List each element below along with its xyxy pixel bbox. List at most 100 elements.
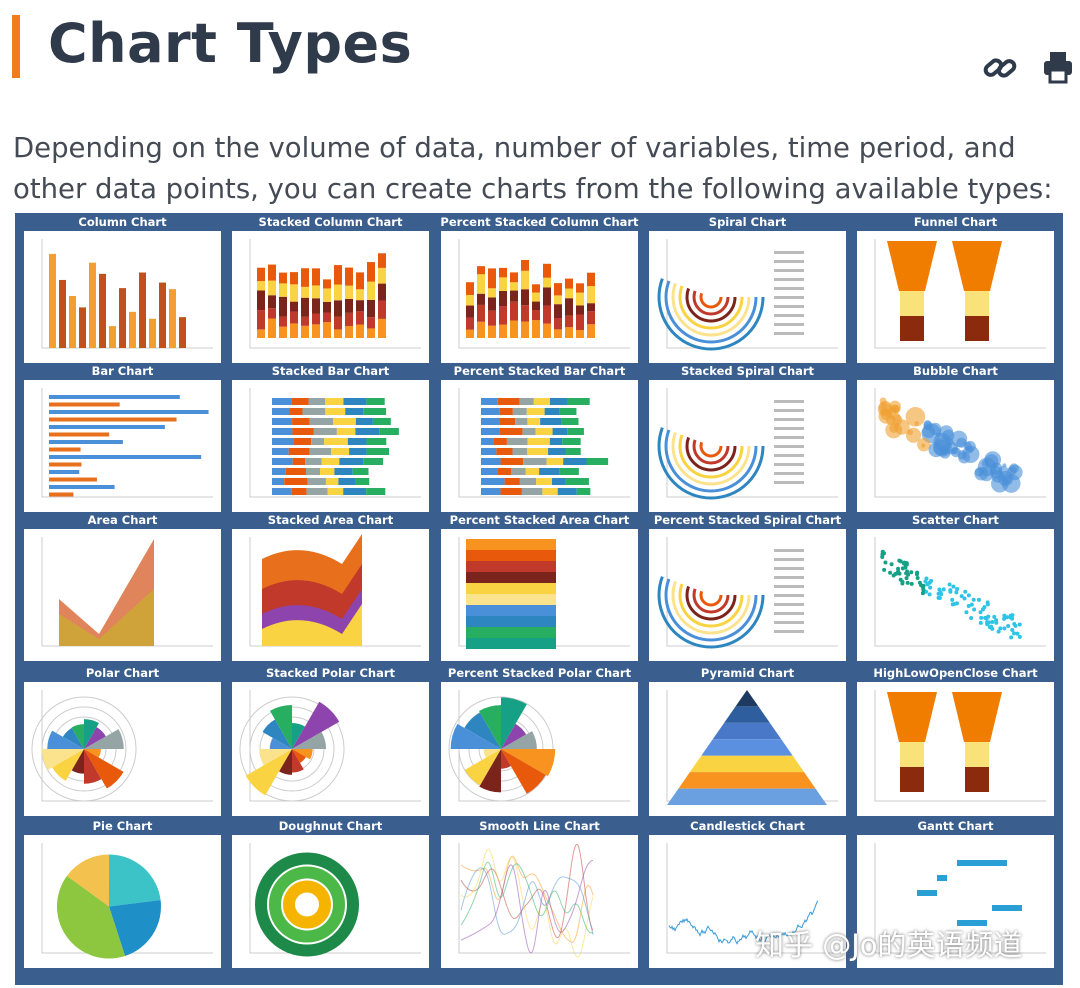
thumb-shape: [521, 270, 529, 290]
thumb-shape: [983, 615, 988, 620]
thumb-shape: [84, 727, 106, 749]
thumb-shape: [309, 418, 334, 425]
thumb-shape: [969, 602, 974, 607]
print-icon[interactable]: [1042, 50, 1074, 84]
thumb-shape: [481, 408, 500, 415]
tile-label: Area Chart: [88, 513, 158, 527]
thumb-shape: [1010, 613, 1015, 618]
thumb-shape: [692, 278, 730, 316]
tile-label: Percent Stacked Area Chart: [450, 513, 630, 527]
thumb-shape: [292, 701, 340, 749]
tile-label: Percent Stacked Spiral Chart: [654, 513, 842, 527]
thumb-shape: [774, 436, 804, 439]
thumb-shape: [966, 603, 971, 608]
thumb-shape: [671, 406, 751, 486]
thumb-shape: [466, 638, 556, 649]
thumb-shape: [366, 438, 387, 445]
thumb-shape: [488, 325, 496, 338]
thumb-shape: [279, 283, 287, 297]
thumb-shape: [343, 398, 367, 405]
thumb-shape: [559, 408, 577, 415]
thumb-shape: [978, 610, 983, 615]
thumb-shape: [924, 576, 929, 581]
thumb-shape: [965, 742, 989, 767]
thumb-shape: [1017, 634, 1022, 639]
thumb-shape: [367, 281, 375, 300]
thumb-shape: [301, 286, 309, 298]
thumb-shape: [566, 398, 590, 405]
thumbnail-background: [441, 835, 638, 968]
thumb-shape: [291, 488, 307, 495]
thumb-shape: [284, 478, 308, 485]
thumb-shape: [460, 859, 594, 954]
thumb-shape: [355, 478, 370, 485]
thumb-shape: [49, 455, 202, 459]
thumb-shape: [460, 855, 594, 943]
thumb-shape: [554, 295, 562, 305]
thumb-shape: [312, 324, 320, 338]
thumb-shape: [928, 585, 933, 590]
chart-thumbnail: [649, 835, 846, 968]
thumb-shape: [887, 692, 937, 742]
thumb-shape: [312, 268, 320, 286]
tile-label: Doughnut Chart: [279, 819, 383, 833]
chart-thumbnail: [649, 682, 846, 816]
thumb-shape: [466, 627, 556, 638]
thumb-shape: [521, 289, 529, 306]
thumb-shape: [664, 399, 758, 493]
thumb-shape: [334, 468, 353, 475]
thumb-shape: [464, 749, 501, 786]
thumb-shape: [904, 571, 909, 576]
thumb-shape: [488, 310, 496, 326]
thumb-shape: [466, 550, 556, 561]
thumb-shape: [477, 266, 485, 275]
thumb-shape: [671, 555, 751, 635]
thumb-shape: [466, 282, 474, 295]
thumb-shape: [984, 451, 1002, 468]
thumb-shape: [481, 428, 500, 435]
thumb-shape: [917, 890, 937, 896]
thumb-shape: [356, 324, 364, 338]
thumb-shape: [893, 407, 898, 413]
thumb-shape: [1002, 626, 1007, 631]
chart-thumbnail: [441, 231, 638, 363]
thumb-shape: [49, 432, 110, 437]
thumb-shape: [510, 320, 518, 338]
thumb-axes: [458, 239, 630, 349]
thumb-shape: [325, 408, 346, 415]
thumb-shape: [512, 408, 527, 415]
thumb-shape: [488, 268, 496, 289]
thumb-shape: [506, 438, 528, 445]
thumb-shape: [774, 472, 804, 475]
thumb-shape: [109, 326, 116, 348]
thumb-shape: [366, 398, 385, 405]
thumb-shape: [586, 458, 609, 465]
thumb-shape: [510, 301, 518, 321]
thumb-shape: [481, 438, 494, 445]
tile-label: Percent Stacked Bar Chart: [454, 364, 626, 378]
thumb-shape: [774, 630, 804, 633]
thumb-shape: [542, 488, 558, 495]
tile-label: Gantt Chart: [918, 819, 994, 833]
tile-label: Column Chart: [78, 215, 167, 229]
thumb-axes: [874, 690, 1046, 802]
thumb-shape: [527, 448, 549, 455]
chart-thumbnail: [857, 231, 1054, 363]
link-icon[interactable]: [982, 50, 1018, 86]
thumb-shape: [305, 468, 320, 475]
thumb-axes: [249, 843, 421, 954]
chart-types-grid: Column Chart Stacked Column Chart Percent …: [15, 213, 1063, 985]
chart-thumbnail: [441, 529, 638, 661]
thumb-shape: [532, 292, 540, 302]
thumb-shape: [565, 278, 573, 289]
thumb-shape: [466, 329, 474, 338]
thumb-shape: [948, 588, 953, 593]
thumb-shape: [52, 749, 84, 781]
thumb-shape: [587, 272, 595, 287]
page-title: Chart Types: [48, 12, 413, 75]
thumb-shape: [255, 852, 359, 957]
thumb-shape: [510, 272, 518, 283]
thumb-shape: [554, 304, 562, 319]
thumb-shape: [279, 326, 287, 338]
